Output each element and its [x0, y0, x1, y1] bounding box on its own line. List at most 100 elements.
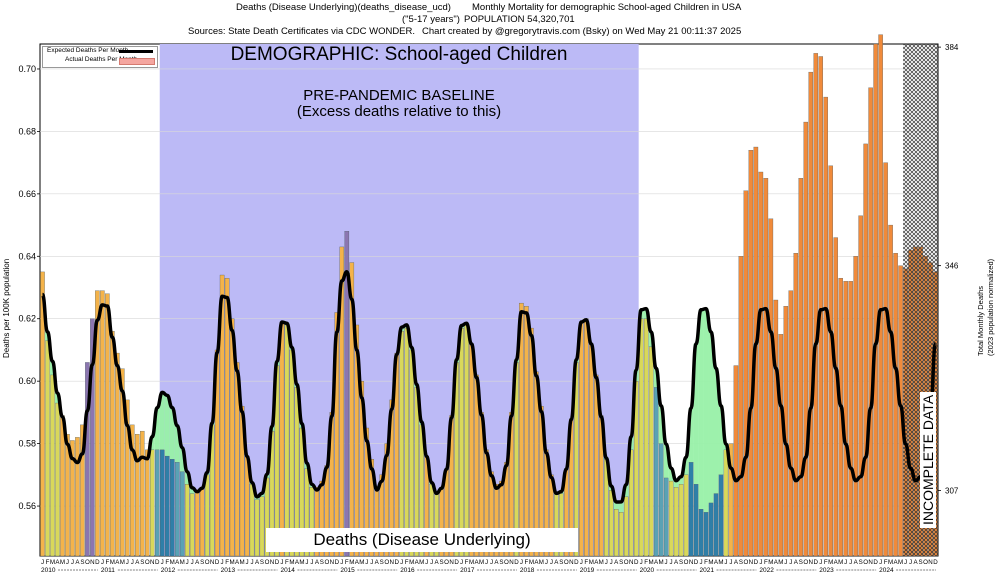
bar: [853, 256, 858, 557]
bar: [618, 512, 624, 557]
bar: [364, 427, 370, 557]
x-tick-label: A: [534, 559, 539, 566]
legend-expected-swatch: [119, 50, 153, 53]
baseline-label-line1: PRE-PANDEMIC BASELINE: [303, 87, 495, 104]
x-tick-label: J: [670, 559, 673, 566]
x-tick-label: M: [419, 559, 424, 566]
year-label: 2024: [879, 567, 894, 574]
excess-fill: [693, 343, 699, 485]
x-tick-label: O: [444, 559, 449, 566]
bar: [289, 349, 295, 557]
excess-fill: [663, 444, 669, 478]
header-title-desc: Monthly Mortality for demographic School…: [472, 2, 742, 13]
bar: [813, 53, 819, 557]
bar: [90, 318, 95, 557]
year-label: 2021: [700, 567, 715, 574]
y-tick-label: 0.62: [18, 314, 36, 324]
bar: [628, 449, 634, 557]
x-tick-label: J: [550, 559, 553, 566]
bar: [135, 434, 140, 557]
bar: [584, 318, 589, 557]
bar: [105, 293, 110, 557]
year-label: 2013: [221, 567, 236, 574]
x-tick-label: M: [289, 559, 294, 566]
x-tick-label: J: [400, 559, 403, 566]
x-tick-label: M: [469, 559, 474, 566]
footer-label: Deaths (Disease Underlying): [266, 528, 578, 552]
y2-tick-label: 384: [945, 43, 959, 52]
excess-fill: [658, 405, 664, 444]
bar: [404, 327, 409, 557]
header-title-metric: Deaths (Disease Underlying)(deaths_disea…: [236, 2, 451, 13]
x-tick-label: J: [490, 559, 493, 566]
x-tick-label: A: [834, 559, 839, 566]
bar: [658, 443, 664, 557]
bar: [579, 321, 584, 557]
x-tick-label: N: [928, 559, 932, 566]
x-tick-label: M: [409, 559, 414, 566]
x-tick-label: J: [460, 559, 463, 566]
y-tick-label: 0.56: [18, 501, 36, 511]
x-tick-label: J: [365, 559, 368, 566]
x-tick-label: D: [454, 559, 459, 566]
bar: [259, 496, 265, 557]
x-tick-label: D: [694, 559, 699, 566]
x-tick-label: M: [529, 559, 534, 566]
x-tick-label: J: [221, 559, 224, 566]
x-tick-label: O: [863, 559, 868, 566]
x-tick-label: A: [654, 559, 659, 566]
bar: [40, 271, 45, 557]
legend-expected-label: Expected Deaths Per Month: [47, 47, 129, 54]
x-tick-label: O: [803, 559, 808, 566]
x-tick-label: J: [66, 559, 69, 566]
x-tick-label: A: [854, 559, 859, 566]
excess-fill: [613, 501, 619, 510]
incomplete-data-label: INCOMPLETE DATA: [920, 391, 936, 528]
x-tick-label: D: [95, 559, 100, 566]
bar: [808, 71, 814, 557]
x-tick-label: S: [499, 559, 503, 566]
x-tick-label: F: [764, 559, 768, 566]
legend: Expected Deaths Per Month Actual Deaths …: [42, 46, 158, 68]
bar: [703, 512, 709, 557]
excess-fill: [179, 447, 185, 472]
bar: [848, 281, 853, 557]
bar: [194, 490, 200, 557]
bar: [130, 424, 135, 557]
x-tick-label: N: [868, 559, 872, 566]
x-tick-label: M: [599, 559, 604, 566]
x-tick-label: J: [610, 559, 613, 566]
x-tick-label: J: [485, 559, 488, 566]
x-tick-label: A: [774, 559, 779, 566]
x-tick-label: A: [614, 559, 619, 566]
bar: [339, 246, 345, 557]
x-tick-label: S: [559, 559, 563, 566]
excess-fill: [154, 407, 160, 450]
x-tick-label: A: [734, 559, 739, 566]
x-tick-label: O: [145, 559, 150, 566]
x-tick-label: S: [440, 559, 444, 566]
bar: [893, 253, 898, 557]
excess-fill: [718, 405, 724, 475]
x-tick-label: N: [749, 559, 753, 566]
bar: [663, 477, 669, 557]
x-tick-label: A: [794, 559, 799, 566]
x-tick-label: J: [370, 559, 373, 566]
excess-fill: [683, 457, 689, 475]
x-tick-label: J: [520, 559, 523, 566]
y2-tick-label: 307: [945, 486, 959, 495]
x-tick-label: M: [539, 559, 544, 566]
excess-fill: [159, 392, 165, 450]
x-tick-label: M: [898, 559, 903, 566]
x-tick-label: J: [186, 559, 189, 566]
x-tick-label: A: [255, 559, 260, 566]
bar: [334, 312, 340, 557]
x-tick-label: J: [904, 559, 907, 566]
year-label: 2017: [460, 567, 475, 574]
bar: [145, 449, 150, 557]
bar: [763, 178, 769, 557]
x-tick-label: J: [640, 559, 643, 566]
excess-fill: [653, 368, 659, 388]
bar: [773, 299, 779, 557]
